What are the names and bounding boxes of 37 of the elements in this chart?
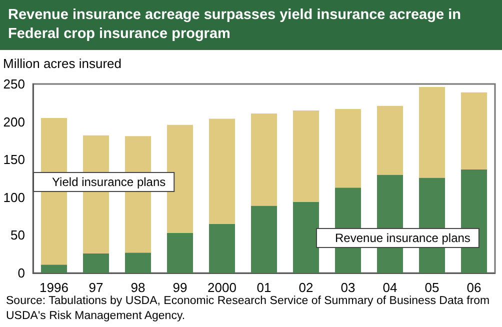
x-tick-label: 2000 [208,280,236,295]
bar [167,232,193,273]
bar [167,124,193,233]
bar [83,253,109,273]
bar [293,202,319,273]
series-label: Yield insurance plans [52,175,166,189]
y-tick-label: 0 [18,266,25,280]
bar [251,113,277,206]
x-tick-label: 02 [298,280,314,295]
y-tick-label: 150 [3,152,25,168]
x-tick-label: 01 [256,280,272,295]
series-label: Revenue insurance plans [335,231,470,245]
x-tick-label: 03 [340,280,356,295]
bar [209,224,235,273]
source-note: Source: Tabulations by USDA, Economic Research Service of Summary of Business Data from USDA's Risk Management Agency. [5,294,491,324]
bar [419,87,445,178]
x-tick-label: 99 [172,280,188,295]
x-tick-label: 1996 [40,280,68,295]
bar [335,108,361,188]
bar [209,118,235,224]
bar [251,206,277,273]
chart-title: Revenue insurance acreage surpasses yield insurance acreage in Federal crop insurance program [0,0,502,50]
bar [461,92,487,170]
x-tick-label: 05 [424,280,440,295]
x-tick-label: 06 [466,280,482,295]
y-axis-title: Million acres insured [3,56,122,71]
bar [125,252,151,273]
y-tick-label: 100 [3,190,25,205]
bar [377,106,403,175]
x-tick-label: 98 [130,280,146,295]
y-tick-label: 200 [3,114,25,130]
x-tick-label: 04 [382,280,398,295]
bar [293,110,319,202]
x-tick-label: 97 [88,280,104,295]
y-tick-label: 50 [10,228,25,243]
y-tick-label: 250 [3,76,25,92]
bar [41,264,67,273]
